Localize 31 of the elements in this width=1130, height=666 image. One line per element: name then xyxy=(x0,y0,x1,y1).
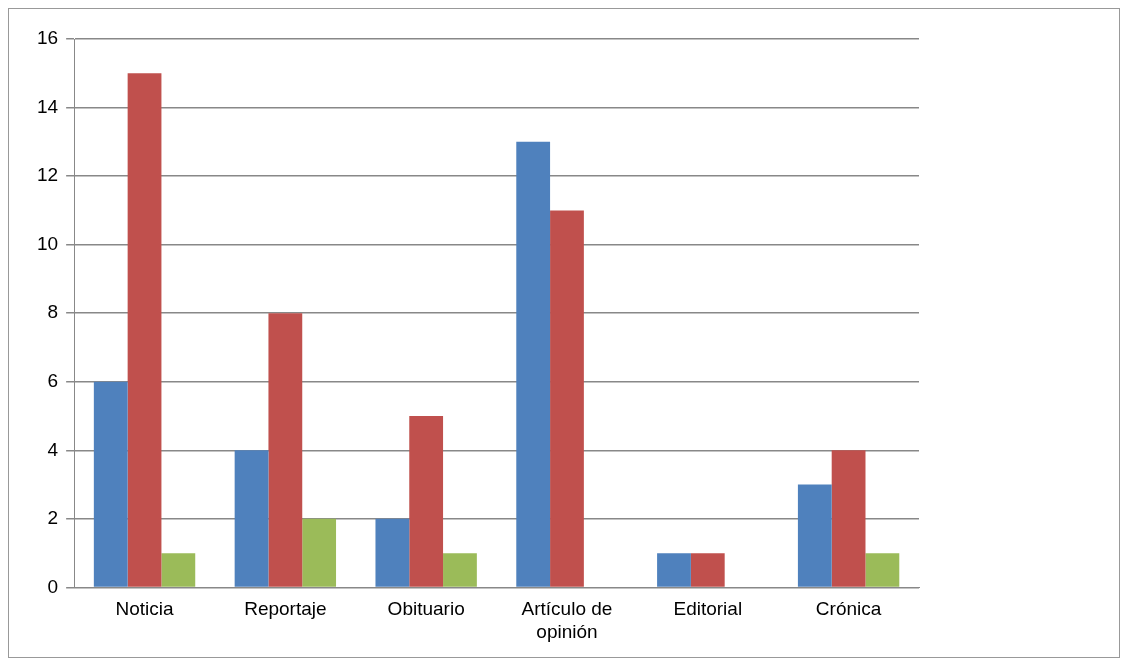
x-tick-label: Artículo de opinión xyxy=(521,598,613,642)
y-tick-label: 12 xyxy=(36,164,59,186)
bar xyxy=(234,450,269,587)
bar xyxy=(93,381,128,587)
bar xyxy=(690,553,725,587)
bar xyxy=(268,313,303,587)
bar xyxy=(375,518,410,587)
y-tick-label: 0 xyxy=(47,575,59,597)
y-tick-label: 4 xyxy=(47,438,59,460)
x-tick-label: Reportaje xyxy=(244,598,327,620)
bar xyxy=(865,553,900,587)
bar xyxy=(516,141,551,587)
bar xyxy=(161,553,196,587)
x-tick-label: Editorial xyxy=(673,598,743,620)
bar xyxy=(302,518,337,587)
bar xyxy=(443,553,477,587)
y-tick-label: 14 xyxy=(36,95,59,117)
y-tick-label: 6 xyxy=(47,369,59,391)
y-tick-label: 2 xyxy=(47,507,59,529)
bar xyxy=(409,416,444,587)
x-tick-label: Noticia xyxy=(115,598,175,620)
bar xyxy=(831,450,866,587)
bar xyxy=(127,73,162,587)
y-tick-label: 10 xyxy=(36,232,59,254)
x-tick-label: Crónica xyxy=(815,598,882,620)
y-tick-label: 8 xyxy=(47,301,59,323)
bar xyxy=(797,484,832,587)
x-tick-label: Obituario xyxy=(387,598,465,620)
bar xyxy=(550,210,584,587)
y-tick-label: 16 xyxy=(36,27,59,49)
bar xyxy=(657,553,691,587)
